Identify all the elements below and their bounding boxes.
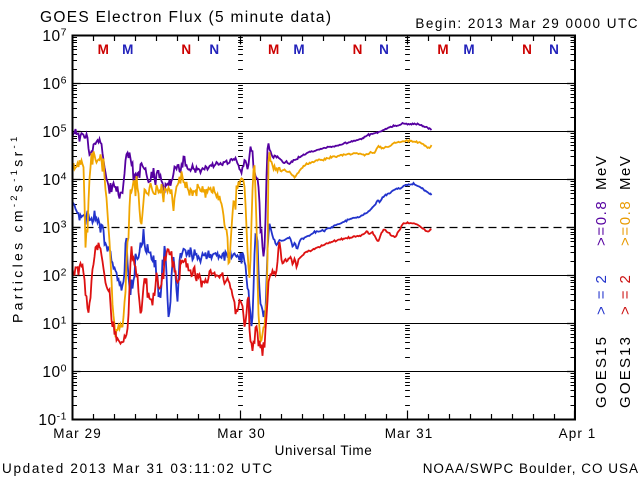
svg-text:NOAA/SWPC Boulder, CO USA: NOAA/SWPC Boulder, CO USA	[423, 461, 639, 476]
svg-text:M: M	[122, 42, 133, 57]
svg-text:GOES13: GOES13	[617, 335, 634, 408]
svg-text:Mar 30: Mar 30	[217, 426, 266, 441]
svg-text:>=2: >=2	[617, 268, 634, 315]
svg-text:Mar 31: Mar 31	[385, 426, 434, 441]
svg-text:>=0.8: >=0.8	[593, 200, 610, 246]
svg-text:107: 107	[42, 27, 67, 46]
svg-text:N: N	[549, 42, 559, 57]
svg-text:MeV: MeV	[617, 155, 634, 190]
svg-text:M: M	[98, 42, 109, 57]
svg-text:M: M	[293, 42, 304, 57]
svg-text:M: M	[268, 42, 279, 57]
svg-text:Mar 29: Mar 29	[53, 426, 102, 441]
svg-text:GOES15: GOES15	[593, 335, 610, 408]
svg-text:MeV: MeV	[593, 155, 610, 190]
svg-text:Particles cm-2s-1sr-1: Particles cm-2s-1sr-1	[9, 133, 26, 323]
svg-text:105: 105	[42, 123, 67, 142]
svg-text:N: N	[209, 42, 219, 57]
svg-text:Apr 1: Apr 1	[559, 426, 597, 441]
svg-text:N: N	[522, 42, 532, 57]
svg-text:M: M	[463, 42, 474, 57]
svg-text:106: 106	[42, 75, 67, 94]
svg-text:103: 103	[42, 219, 67, 238]
svg-text:M: M	[437, 42, 448, 57]
svg-text:N: N	[181, 42, 191, 57]
svg-text:Updated 2013 Mar 31 03:11:02 U: Updated 2013 Mar 31 03:11:02 UTC	[2, 461, 274, 476]
svg-text:101: 101	[42, 315, 67, 334]
svg-text:104: 104	[42, 171, 67, 190]
svg-text:Universal Time: Universal Time	[275, 443, 373, 458]
svg-text:>=2: >=2	[593, 268, 610, 315]
svg-text:102: 102	[42, 267, 67, 286]
svg-text:GOES Electron Flux (5 minute d: GOES Electron Flux (5 minute data)	[40, 9, 332, 26]
svg-text:N: N	[379, 42, 389, 57]
svg-text:>=0.8: >=0.8	[617, 200, 634, 246]
svg-text:N: N	[353, 42, 363, 57]
svg-text:100: 100	[42, 363, 67, 382]
svg-text:Begin: 2013 Mar 29 0000 UTC: Begin: 2013 Mar 29 0000 UTC	[415, 16, 639, 31]
